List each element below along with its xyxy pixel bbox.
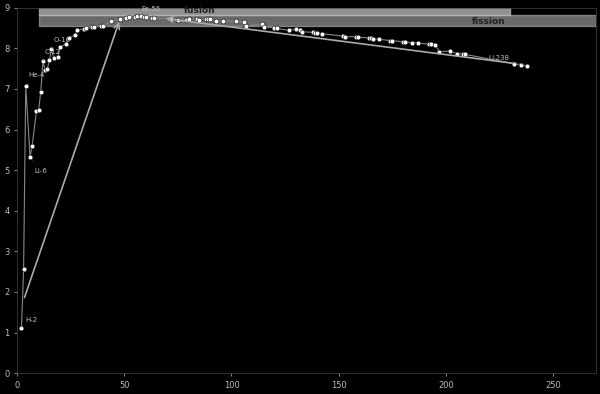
Point xyxy=(130,14,140,20)
Point xyxy=(88,24,97,30)
Point xyxy=(28,143,37,149)
Point xyxy=(205,16,215,22)
Point xyxy=(351,33,361,40)
Point xyxy=(173,17,183,23)
Point xyxy=(21,83,31,89)
Point xyxy=(148,15,157,21)
Point xyxy=(364,35,373,41)
Point xyxy=(509,61,519,67)
Point xyxy=(203,16,213,22)
Point xyxy=(34,107,43,113)
Point xyxy=(62,41,71,47)
Point xyxy=(338,33,348,39)
Text: O-16: O-16 xyxy=(52,37,71,49)
Point xyxy=(194,17,204,23)
Point xyxy=(523,63,532,69)
Point xyxy=(44,57,54,63)
Point xyxy=(308,29,318,35)
Point xyxy=(81,25,91,32)
Point xyxy=(460,51,470,58)
Point xyxy=(64,35,73,41)
Point xyxy=(218,19,228,25)
Point xyxy=(89,24,99,30)
Point xyxy=(141,13,151,20)
Point xyxy=(70,32,80,38)
Point xyxy=(340,34,350,40)
Point xyxy=(107,19,116,25)
Point xyxy=(413,40,423,46)
Point xyxy=(36,89,46,95)
Point xyxy=(242,23,251,29)
Point xyxy=(434,48,444,55)
Point xyxy=(259,24,268,30)
Point xyxy=(55,44,65,50)
Text: fission: fission xyxy=(472,17,505,26)
Point xyxy=(43,66,52,72)
Point xyxy=(353,34,363,41)
Point xyxy=(424,41,433,47)
Point xyxy=(25,154,35,160)
Point xyxy=(284,27,294,33)
Point xyxy=(445,48,455,54)
Point xyxy=(53,54,63,60)
Point xyxy=(212,18,221,24)
Point xyxy=(313,30,322,36)
Point xyxy=(430,41,440,48)
Text: C-12: C-12 xyxy=(43,49,61,61)
Point xyxy=(149,15,159,21)
Point xyxy=(374,36,384,43)
Point xyxy=(516,62,526,68)
Point xyxy=(407,39,416,46)
Point xyxy=(193,16,202,22)
Point xyxy=(426,41,436,47)
Point xyxy=(38,58,47,65)
Point xyxy=(47,46,56,52)
Point xyxy=(122,15,131,21)
Point xyxy=(17,325,26,331)
Point xyxy=(398,39,408,45)
Point xyxy=(310,30,320,36)
Point xyxy=(368,35,378,42)
Point xyxy=(32,108,41,114)
Point xyxy=(79,26,88,32)
Point xyxy=(124,13,133,20)
Point xyxy=(49,55,58,61)
Point xyxy=(452,50,461,57)
Point xyxy=(96,22,106,29)
Point xyxy=(458,50,468,57)
Text: H-2: H-2 xyxy=(22,317,38,328)
Point xyxy=(98,23,108,29)
Text: Li-6: Li-6 xyxy=(32,159,47,174)
Point xyxy=(139,14,148,20)
Point xyxy=(201,15,211,22)
Point xyxy=(298,28,307,35)
Point xyxy=(291,26,301,32)
Point xyxy=(385,37,395,44)
Point xyxy=(231,18,241,24)
Point xyxy=(295,27,305,33)
Point xyxy=(272,25,281,32)
Point xyxy=(19,266,28,272)
Point xyxy=(40,67,50,73)
Point xyxy=(73,27,82,33)
Point xyxy=(167,15,176,22)
Point xyxy=(317,30,326,37)
Text: He-4: He-4 xyxy=(28,72,44,84)
Text: U-238: U-238 xyxy=(488,55,524,65)
Point xyxy=(400,39,410,45)
Point xyxy=(182,17,191,23)
Point xyxy=(269,24,279,31)
Point xyxy=(388,37,397,44)
Point xyxy=(133,13,142,19)
Point xyxy=(184,16,193,22)
Point xyxy=(137,13,146,19)
Point xyxy=(115,16,125,22)
Point xyxy=(239,19,249,25)
Text: fusion: fusion xyxy=(184,6,215,15)
Point xyxy=(366,35,376,41)
Text: Fe-56: Fe-56 xyxy=(137,6,161,16)
Point xyxy=(257,21,266,28)
